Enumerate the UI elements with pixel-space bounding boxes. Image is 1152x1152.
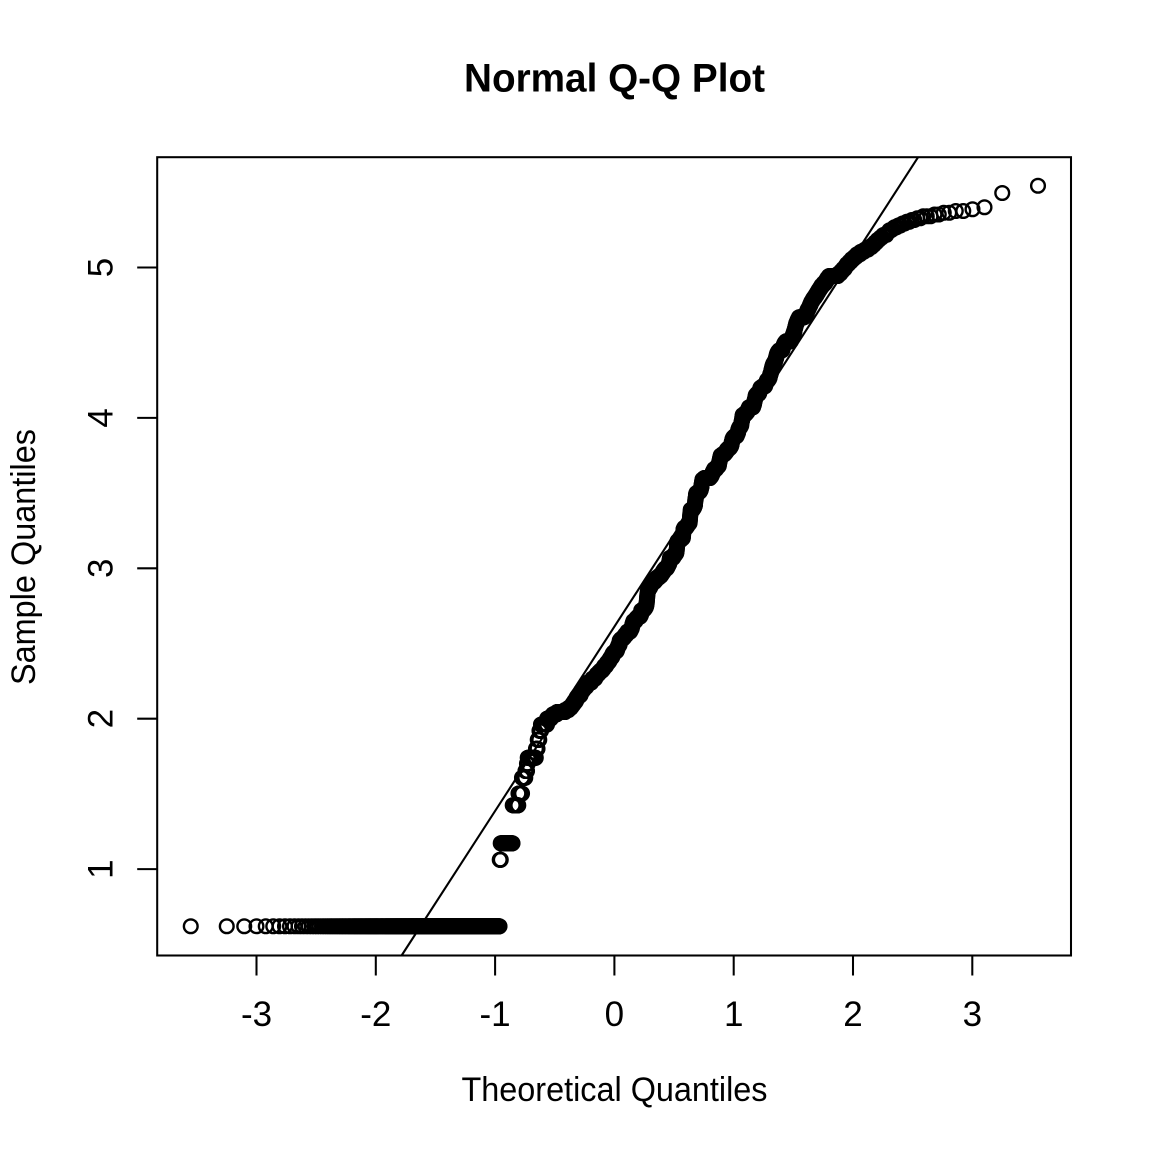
svg-text:3: 3	[82, 559, 121, 578]
svg-text:4: 4	[82, 408, 121, 427]
svg-text:5: 5	[82, 258, 121, 277]
svg-text:Theoretical Quantiles: Theoretical Quantiles	[462, 1071, 768, 1109]
svg-text:1: 1	[724, 995, 743, 1034]
svg-text:1: 1	[82, 859, 121, 878]
svg-text:2: 2	[843, 995, 862, 1034]
svg-text:Sample Quantiles: Sample Quantiles	[5, 429, 43, 685]
svg-text:0: 0	[605, 995, 624, 1034]
svg-text:3: 3	[963, 995, 982, 1034]
svg-text:-2: -2	[360, 995, 391, 1034]
svg-text:Normal Q-Q Plot: Normal Q-Q Plot	[464, 57, 765, 101]
svg-text:2: 2	[82, 709, 121, 728]
svg-text:-3: -3	[241, 995, 272, 1034]
svg-text:-1: -1	[480, 995, 511, 1034]
